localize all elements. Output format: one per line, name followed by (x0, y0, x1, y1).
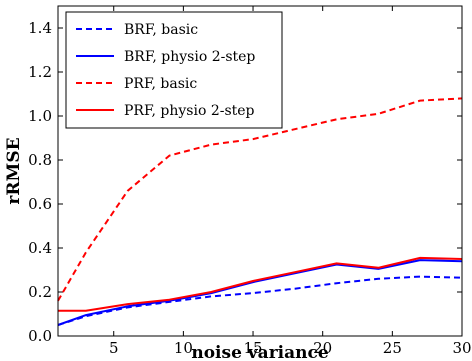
y-tick-label: 0.8 (28, 151, 52, 169)
y-tick-label: 0.6 (28, 195, 52, 213)
axes: 5 10 15 20 25 30 0.0 0.2 0.4 0.6 0.8 1.0 1.2 1.4 (28, 6, 472, 357)
series-line-2 (57, 259, 463, 326)
plot-frame (57, 5, 463, 337)
legend-label: PRF, basic (124, 76, 197, 92)
y-tick-label: 1.2 (28, 63, 52, 81)
legend-label: PRF, physio 2-step (124, 103, 255, 119)
x-tick-label: 20 (313, 339, 332, 357)
plot-border (57, 5, 463, 337)
x-tick-label: 10 (174, 339, 193, 357)
series-line-4 (58, 256, 463, 312)
y-tick-label: 1.4 (28, 19, 52, 37)
series-group (57, 97, 463, 326)
legend-label: BRF, basic (124, 22, 198, 38)
x-tick-label: 30 (452, 339, 471, 357)
legend: BRF, basic BRF, physio 2-step PRF, basic PR… (65, 11, 283, 129)
legend-label: BRF, physio 2-step (124, 49, 255, 65)
x-tick-label: 15 (243, 339, 262, 357)
series-line-1 (57, 275, 463, 326)
series-line-3 (57, 97, 463, 302)
legend-box (65, 11, 283, 129)
y-tick-label: 0.4 (28, 239, 52, 257)
y-tick-label: 1.0 (28, 107, 52, 125)
x-axis-label: noise variance (191, 343, 328, 361)
x-tick-label: 25 (383, 339, 402, 357)
x-tick-label: 5 (109, 339, 119, 357)
y-tick-label: 0.2 (28, 283, 52, 301)
y-axis-label: rRMSE (4, 137, 24, 204)
y-tick-label: 0.0 (28, 327, 52, 345)
